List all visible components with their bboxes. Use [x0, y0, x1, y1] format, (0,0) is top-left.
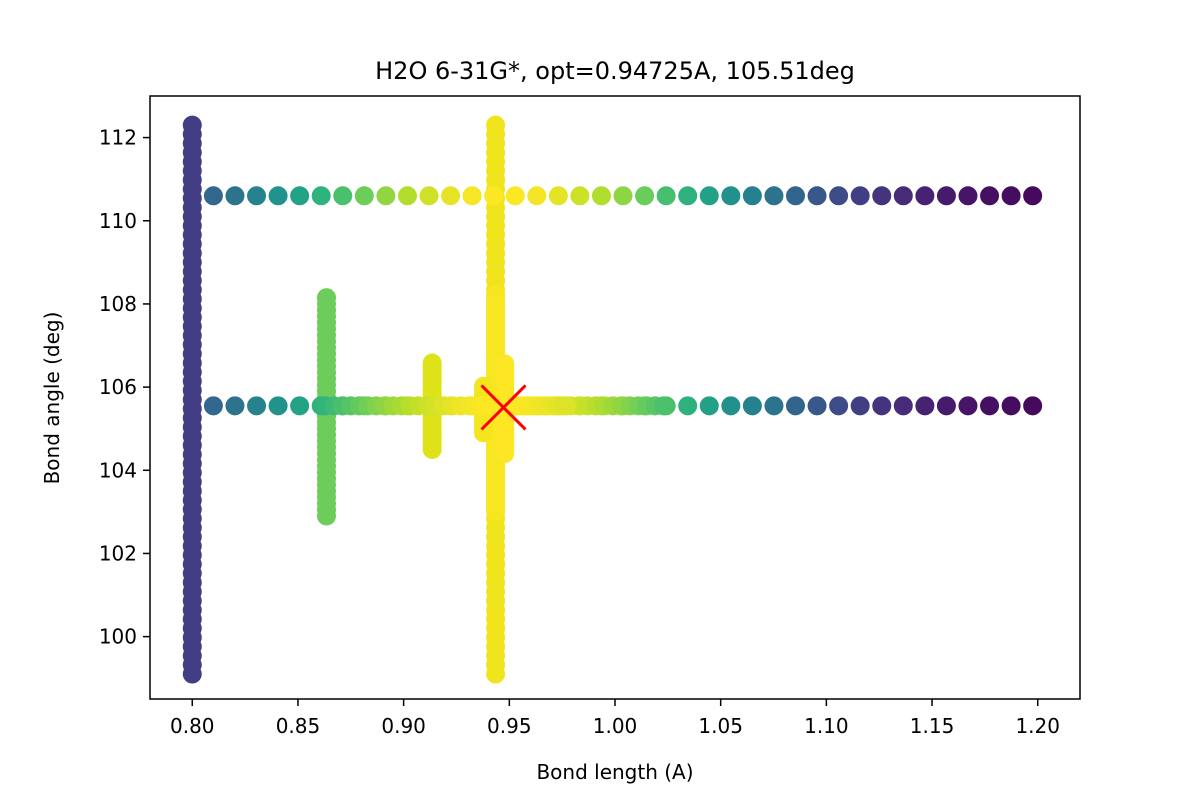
scan-8-point: [764, 396, 784, 416]
scan-8-point: [958, 396, 978, 416]
data-points: [182, 115, 1043, 684]
scan-7-point: [721, 186, 741, 206]
scan-7-point: [742, 186, 762, 206]
scan-10-point: [556, 396, 576, 416]
scan-7-point: [807, 186, 827, 206]
y-tick-label: 104: [99, 458, 137, 482]
scan-8-point: [980, 396, 1000, 416]
x-tick-label: 1.10: [804, 714, 849, 738]
scan-7-point: [591, 186, 611, 206]
scan-7-point: [527, 186, 547, 206]
x-tick-label: 1.15: [910, 714, 955, 738]
scan-9-point: [654, 396, 674, 416]
scan-8-point: [268, 396, 288, 416]
x-tick-label: 1.20: [1015, 714, 1060, 738]
scan-7-point: [850, 186, 870, 206]
scan-7-point: [505, 186, 525, 206]
scan-3-point: [486, 286, 506, 306]
y-axis-ticks: 100 102 104 106 108 110 112: [99, 126, 150, 649]
scan-7-point: [1023, 186, 1043, 206]
x-tick-label: 1.05: [698, 714, 743, 738]
scan-8-point: [807, 396, 827, 416]
scan-7-point: [290, 186, 310, 206]
scan-7-point: [656, 186, 676, 206]
scan-7-point: [548, 186, 568, 206]
y-tick-label: 106: [99, 375, 137, 399]
scan-7-point: [441, 186, 461, 206]
y-axis-label: Bond angle (deg): [40, 312, 64, 485]
scan-8-point: [721, 396, 741, 416]
scan-7-point: [635, 186, 655, 206]
scan-7-point: [678, 186, 698, 206]
x-axis-label: Bond length (A): [536, 760, 693, 784]
scan-8-point: [225, 396, 245, 416]
scan-1-point: [486, 115, 506, 135]
x-tick-label: 0.80: [170, 714, 215, 738]
scan-0-point: [182, 115, 202, 135]
scan-7-point: [484, 186, 504, 206]
scan-7-point: [462, 186, 482, 206]
scan-7-point: [1001, 186, 1021, 206]
scan-5-point: [495, 354, 515, 374]
scan-8-point: [247, 396, 267, 416]
scan-8-point: [1023, 396, 1043, 416]
scan-7-point: [764, 186, 784, 206]
scan-7-point: [613, 186, 633, 206]
scan-7-point: [829, 186, 849, 206]
scan-7-point: [936, 186, 956, 206]
scan-8-point: [936, 396, 956, 416]
scan-2-point: [316, 288, 336, 308]
scan-7-point: [268, 186, 288, 206]
scan-8-point: [290, 396, 310, 416]
scan-7-point: [225, 186, 245, 206]
scan-8-point: [872, 396, 892, 416]
scan-7-point: [699, 186, 719, 206]
y-tick-label: 108: [99, 292, 137, 316]
scan-7-point: [419, 186, 439, 206]
y-tick-label: 102: [99, 541, 137, 565]
scan-8-point: [699, 396, 719, 416]
x-tick-label: 1.00: [593, 714, 638, 738]
scan-8-point: [893, 396, 913, 416]
chart-title: H2O 6-31G*, opt=0.94725A, 105.51deg: [375, 57, 855, 85]
scan-7-point: [397, 186, 417, 206]
x-axis-ticks: 0.80 0.85 0.90 0.95 1.00 1.05 1.10 1.15 1.20: [170, 699, 1060, 738]
scan-7-point: [980, 186, 1000, 206]
scan-8-point: [829, 396, 849, 416]
y-tick-label: 100: [99, 625, 137, 649]
optimum-marker: [480, 384, 527, 431]
x-tick-label: 0.85: [276, 714, 321, 738]
scan-7-point: [893, 186, 913, 206]
scan-8-point: [203, 396, 223, 416]
scan-8-point: [742, 396, 762, 416]
scan-7-point: [311, 186, 331, 206]
scan-7-point: [354, 186, 374, 206]
y-tick-label: 112: [99, 126, 137, 150]
scan-7-point: [203, 186, 223, 206]
scan-7-point: [570, 186, 590, 206]
x-tick-label: 0.95: [487, 714, 532, 738]
scan-8-point: [1001, 396, 1021, 416]
optimum-x-stroke-1: [480, 384, 527, 431]
scan-8-point: [678, 396, 698, 416]
scan-7-point: [333, 186, 353, 206]
scan-8-point: [786, 396, 805, 416]
scan-7-point: [915, 186, 935, 206]
scan-7-point: [786, 186, 805, 206]
scan-7-point: [958, 186, 978, 206]
scan-7-point: [872, 186, 892, 206]
scan-8-point: [850, 396, 870, 416]
x-tick-label: 0.90: [381, 714, 426, 738]
scan-7-point: [376, 186, 396, 206]
scan-8-point: [915, 396, 935, 416]
scan-4-point: [422, 353, 442, 373]
scan-7-point: [247, 186, 267, 206]
y-tick-label: 110: [99, 209, 137, 233]
